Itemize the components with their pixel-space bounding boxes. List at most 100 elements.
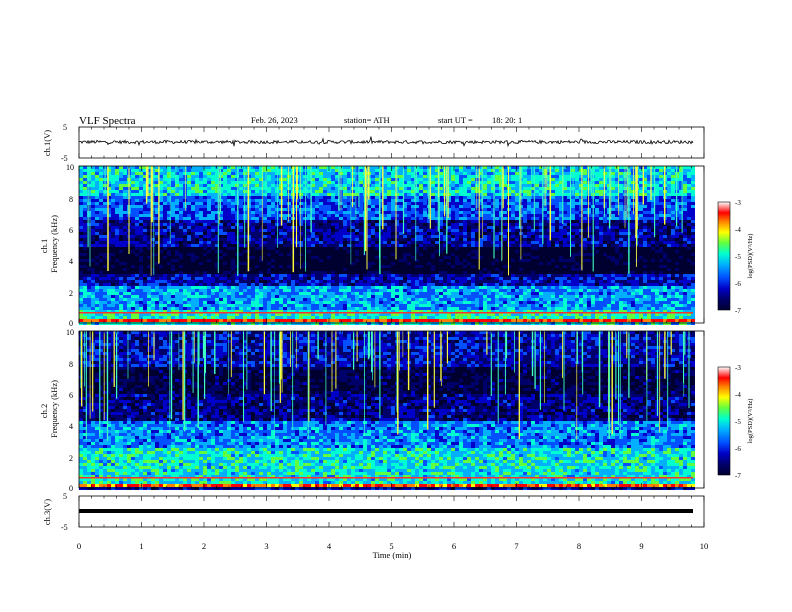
spectrogram-cell-3301 — [347, 229, 351, 232]
spectrogram-cell-3497 — [515, 232, 519, 235]
spectrogram-cell-2225 — [355, 208, 359, 211]
spectrogram-cell-2729 — [523, 217, 527, 220]
spectrogram-cell-580 — [551, 175, 555, 178]
spectrogram-cell-4234 — [383, 247, 387, 250]
spectrogram-cell-3667 — [579, 235, 583, 238]
spectrogram-cell-4623 — [91, 256, 95, 259]
spectrogram-cell-4011 — [107, 244, 111, 247]
spectrogram-cell-3164 — [415, 226, 419, 229]
spectrogram-cell-2878 — [503, 220, 507, 223]
spectrogram-cell-1591 — [283, 196, 287, 199]
spectrogram-cell-2047 — [259, 205, 263, 208]
spectrogram-cell-1313 — [403, 190, 407, 193]
spectrogram-cell-1872 — [175, 202, 179, 205]
spectrogram-cell-1126 — [271, 187, 275, 190]
spectrogram-cell-1693 — [691, 196, 695, 199]
spectrogram-cell-4788 — [135, 259, 139, 262]
spectrogram-cell-2308 — [687, 208, 691, 211]
spectrogram-cell-180 — [183, 169, 187, 172]
spectrogram-cell-1637 — [467, 196, 471, 199]
spectrogram-cell-1361 — [595, 190, 599, 193]
spectrogram-cell-988 — [335, 184, 339, 187]
spectrogram-cell-2966 — [239, 223, 243, 226]
spectrogram-cell-3070 — [655, 223, 659, 226]
spectrogram-cell-2566 — [487, 214, 491, 217]
spectrogram-cell-1181 — [491, 187, 495, 190]
spectrogram-cell-3342 — [511, 229, 515, 232]
spectrogram-cell-73 — [371, 166, 375, 169]
spectrogram-cell-4369 — [307, 250, 311, 253]
spectrogram-cell-4307 — [675, 247, 679, 250]
spectrogram-cell-3423 — [219, 232, 223, 235]
spectrogram-cell-1104 — [183, 187, 187, 190]
spectrogram-cell-2337 — [187, 211, 191, 214]
spectrogram-cell-4021 — [147, 244, 151, 247]
spectrogram-cell-4315 — [91, 250, 95, 253]
spectrogram-cell-2615 — [683, 214, 687, 217]
ch1-spectrogram-panel: 10 8 6 4 2 0 ch.1 Frequency (kHz) — [39, 163, 705, 328]
spectrogram-cell-2228 — [367, 208, 371, 211]
spectrogram-cell-2832 — [319, 220, 323, 223]
spectrogram-cell-1846 — [687, 199, 691, 202]
spectrogram-cell-2855 — [411, 220, 415, 223]
spectrogram-cell-2366 — [303, 211, 307, 214]
spectrogram-cell-3482 — [455, 232, 459, 235]
spectrogram-cell-2925 — [691, 220, 695, 223]
spectrogram-cell-1280 — [271, 190, 275, 193]
spectrogram-cell-3272 — [231, 229, 235, 232]
spectrogram-cell-4442 — [599, 250, 603, 253]
spectrogram-cell-4130 — [583, 244, 587, 247]
spectrogram-cell-3898 — [271, 241, 275, 244]
spectrogram-cell-1213 — [619, 187, 623, 190]
spectrogram-cell-3555 — [131, 235, 135, 238]
spectrogram-cell-3796 — [479, 238, 483, 241]
spectrogram-cell-4262 — [495, 247, 499, 250]
spectrogram-cell-4404 — [447, 250, 451, 253]
spectrogram-cell-1634 — [455, 196, 459, 199]
spectrogram-cell-2413 — [491, 211, 495, 214]
spectrogram-cell-4362 — [279, 250, 283, 253]
spectrogram-cell-3622 — [399, 235, 403, 238]
spectrogram-cell-2165 — [115, 208, 119, 211]
spectrogram-cell-4809 — [219, 259, 223, 262]
spectrogram-cell-1010 — [423, 184, 427, 187]
spectrogram-cell-2220 — [335, 208, 339, 211]
spectrogram-cell-3834 — [631, 238, 635, 241]
spectrogram-cell-4855 — [403, 259, 407, 262]
spectrogram-cell-4819 — [259, 259, 263, 262]
spectrogram-cell-4401 — [435, 250, 439, 253]
spectrogram-cell-2834 — [327, 220, 331, 223]
spectrogram-cell-4228 — [359, 247, 363, 250]
spectrogram-cell-430 — [567, 172, 571, 175]
spectrogram-cell-4843 — [355, 259, 359, 262]
spectrogram-cell-4668 — [271, 256, 275, 259]
spectrogram-cell-3261 — [187, 229, 191, 232]
spectrogram-cell-1694 — [79, 199, 83, 202]
spectrogram-cell-4092 — [431, 244, 435, 247]
spectrogram-cell-448 — [639, 172, 643, 175]
spectrogram-cell-1857 — [115, 202, 119, 205]
spectrogram-cell-2152 — [679, 205, 683, 208]
spectrogram-cell-2251 — [459, 208, 463, 211]
spectrogram-cell-998 — [375, 184, 379, 187]
spectrogram-cell-1811 — [547, 199, 551, 202]
spectrogram-cell-1720 — [183, 199, 187, 202]
spectrogram-cell-3517 — [595, 232, 599, 235]
spectrogram-cell-1416 — [199, 193, 203, 196]
spectrogram-cell-1659 — [555, 196, 559, 199]
spectrogram-cell-2606 — [647, 214, 651, 217]
spectrogram-cell-2106 — [495, 205, 499, 208]
spectrogram-cell-4753 — [611, 256, 615, 259]
spectrogram-cell-4942 — [135, 262, 139, 265]
spectrogram-cell-4643 — [171, 256, 175, 259]
spectrogram-cell-1482 — [463, 193, 467, 196]
spectrogram-cell-4316 — [95, 250, 99, 253]
spectrogram-cell-4154 — [679, 244, 683, 247]
spectrogram-cell-1778 — [415, 199, 419, 202]
spectrogram-cell-3240 — [103, 229, 107, 232]
spectrogram-cell-3849 — [691, 238, 695, 241]
spectrogram-cell-151 — [683, 166, 687, 169]
spectrogram-cell-4797 — [171, 259, 175, 262]
spectrogram-cell-1164 — [423, 187, 427, 190]
spectrogram-cell-1775 — [403, 199, 407, 202]
